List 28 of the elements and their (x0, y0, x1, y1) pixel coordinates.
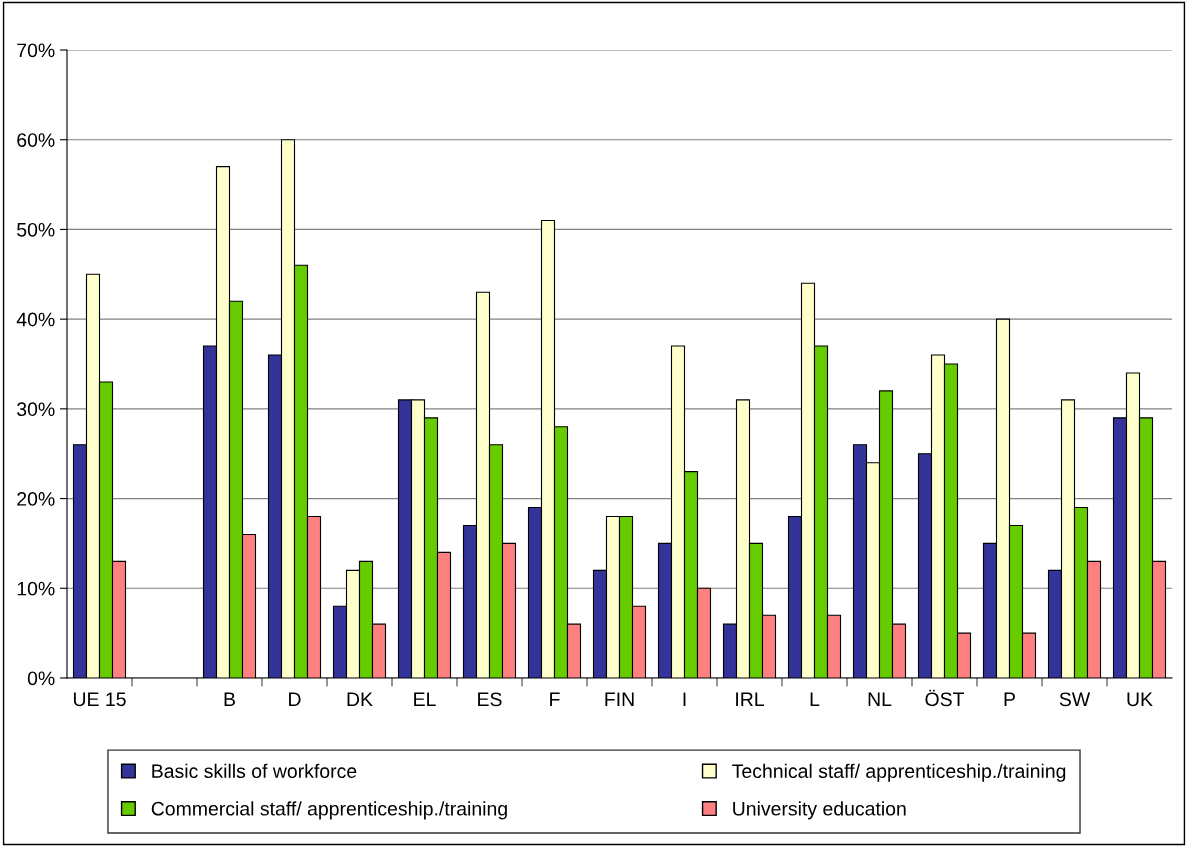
legend-label: University education (733, 801, 906, 820)
x-tick-label: ES (478, 692, 502, 707)
y-tick-label: 0% (27, 671, 55, 686)
x-tick-label: NL (868, 692, 892, 706)
x-tick-label: UK (1127, 692, 1153, 707)
y-tick-label: 70% (17, 43, 55, 58)
x-tick-label: B (224, 692, 235, 706)
x-tick-label: DK (347, 692, 373, 706)
y-tick-label: 10% (17, 581, 55, 596)
y-tick-label: 20% (17, 492, 55, 506)
x-tick-label: FIN (605, 692, 634, 706)
legend-label: Basic skills of workforce (152, 763, 357, 779)
y-tick-label: 60% (17, 133, 55, 147)
x-tick-label: L (810, 692, 820, 706)
y-tick-label: 40% (16, 312, 55, 327)
x-tick-label: P (1004, 692, 1015, 706)
x-tick-label: SW (1059, 692, 1091, 707)
x-tick-label: D (289, 692, 301, 706)
legend-label: Technical staff/ apprenticeship./training (732, 763, 1066, 782)
x-tick-label: F (550, 692, 560, 706)
x-tick-label: EL (414, 692, 436, 706)
legend-label: Commercial staff/ apprenticeship./training (151, 801, 507, 820)
x-tick-label: ÖST (925, 689, 965, 707)
y-tick-label: 30% (17, 402, 55, 417)
x-tick-label: UE 15 (73, 692, 126, 707)
x-tick-label: I (683, 692, 686, 706)
x-tick-label: IRL (736, 692, 764, 706)
y-tick-label: 50% (17, 222, 55, 237)
